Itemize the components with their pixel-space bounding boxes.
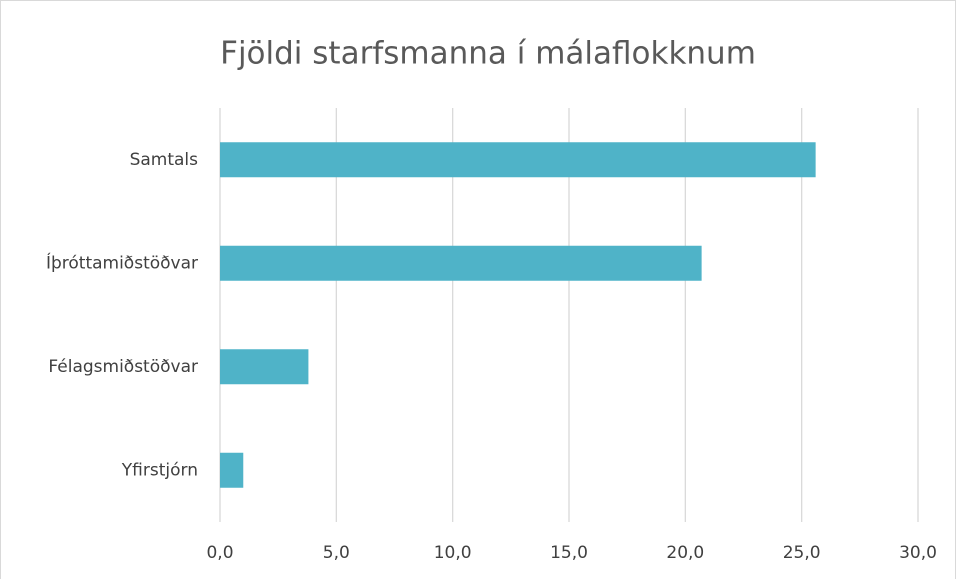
x-tick-label: 10,0: [434, 543, 472, 563]
y-tick-label: Félagsmiðstöðvar: [48, 357, 198, 377]
y-tick-label: Yfirstjórn: [121, 460, 198, 480]
x-tick-label: 0,0: [206, 543, 233, 563]
x-tick-label: 20,0: [666, 543, 704, 563]
chart-title: Fjöldi starfsmanna í málaflokknum: [220, 36, 756, 72]
x-tick-label: 25,0: [783, 543, 821, 563]
bar: [220, 245, 702, 281]
bar: [220, 142, 816, 178]
x-tick-label: 15,0: [550, 543, 588, 563]
x-tick-label: 30,0: [899, 543, 937, 563]
y-tick-label: Íþróttamiðstöðvar: [46, 251, 198, 273]
bar: [220, 452, 244, 488]
bar: [220, 349, 309, 385]
x-tick-label: 5,0: [323, 543, 350, 563]
y-tick-label: Samtals: [130, 150, 199, 170]
